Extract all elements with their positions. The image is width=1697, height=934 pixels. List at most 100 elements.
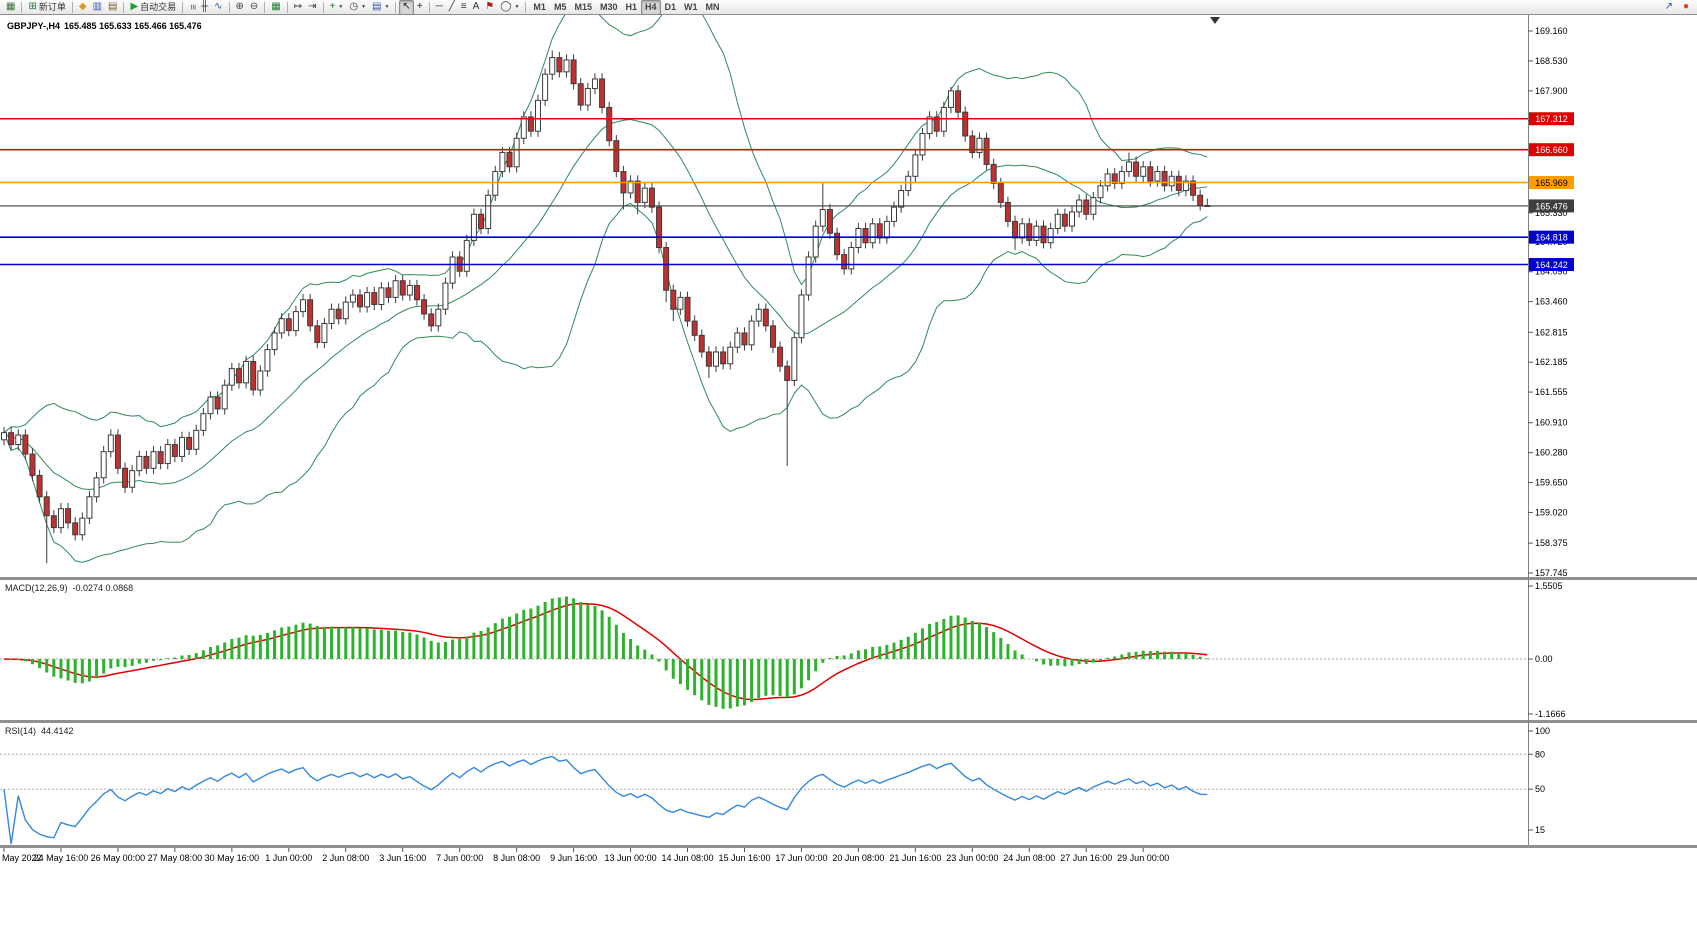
price-tag-167.312: [1529, 112, 1574, 126]
rsi-name: RSI(14): [5, 726, 37, 736]
trendline-button[interactable]: ╱: [446, 0, 458, 15]
data-window-button[interactable]: ▤: [105, 0, 120, 15]
cursor-button[interactable]: ↖: [399, 0, 414, 15]
main-toolbar: ▦ ⊞ 新订单 ◆ ▥ ▤ ▶ 自动交易 ≡ ╫ ∿ ⊕ ⊖ ▦ ↦ ⇥ + ▼ ◷ ▼ ▤ ▼ ↖ + ─ ╱ ≡ A ⚑ ◯ ▼ M1 M5…: [0, 0, 1697, 15]
price-tick-label: 158.375: [1535, 538, 1568, 548]
time-tick-label: 8 Jun 08:00: [493, 853, 540, 863]
autotrading-button[interactable]: ▶ 自动交易: [127, 0, 179, 15]
trendline-icon: ╱: [448, 1, 455, 12]
timeframe-h4-button[interactable]: H4: [641, 0, 661, 15]
toolbar-separator: [286, 1, 288, 13]
macd-name: MACD(12,26,9): [5, 583, 68, 593]
line-chart-button[interactable]: ∿: [211, 0, 225, 15]
toolbar-separator: [322, 1, 324, 13]
new-order-button[interactable]: ⊞ 新订单: [25, 0, 68, 15]
candles-layer: [1, 50, 1211, 564]
rsi-axis-label: 100: [1535, 726, 1550, 736]
toolbar-separator: [525, 1, 527, 13]
price-tag-text: 165.969: [1535, 178, 1568, 188]
timeframe-mn-button[interactable]: MN: [705, 1, 720, 12]
price-tag-text: 167.312: [1535, 114, 1568, 124]
rsi-line: [3, 755, 1208, 845]
template-icon: ▤: [372, 1, 382, 12]
zoom-out-button[interactable]: ⊖: [247, 0, 261, 15]
status-dot-icon: ●: [1682, 1, 1689, 12]
new-chart-button[interactable]: ▦: [3, 0, 18, 15]
ellipse-icon: ◯: [500, 1, 512, 12]
zoom-out-icon: ⊖: [249, 1, 259, 12]
panel-splitter[interactable]: [0, 720, 1697, 723]
fibonacci-icon: ≡: [460, 1, 467, 12]
zoom-in-icon: ⊕: [235, 1, 244, 12]
auto-scroll-button[interactable]: ↦: [291, 0, 305, 15]
periods-button[interactable]: ◷ ▼: [346, 0, 369, 15]
toolbar-separator: [395, 1, 397, 13]
panel-separators[interactable]: [0, 577, 1697, 848]
bar-chart-button[interactable]: ≡: [186, 0, 198, 15]
price-tag-text: 164.242: [1535, 260, 1568, 270]
crosshair-button[interactable]: +: [414, 0, 426, 15]
time-tick-label: 14 Jun 08:00: [661, 853, 713, 863]
price-tag-text: 165.476: [1535, 201, 1568, 211]
price-tick-label: 165.330: [1535, 208, 1568, 218]
level-lines[interactable]: [0, 117, 1528, 266]
timeframe-m30-button[interactable]: M30: [599, 1, 618, 12]
cursor-arrow-icon: ↗: [1664, 1, 1673, 12]
price-tag-166.660: [1529, 143, 1574, 157]
fibonacci-button[interactable]: ≡: [458, 0, 470, 15]
price-tags: 167.312 166.660 165.969 165.476 164.818 164.2…: [1529, 112, 1574, 272]
autotrading-button-label: 自动交易: [140, 1, 177, 12]
price-tick-label: 157.745: [1535, 568, 1568, 578]
timeframe-m5-button[interactable]: M5: [553, 1, 567, 12]
macd-panel: 1.5505 0.00 -1.1666: [0, 581, 1566, 719]
text-button[interactable]: A: [470, 0, 483, 15]
templates-button[interactable]: ▤ ▼: [369, 0, 392, 15]
timeframe-m15-button[interactable]: M15: [574, 1, 592, 12]
horizontal-line-button[interactable]: ─: [433, 0, 446, 15]
indicators-button[interactable]: + ▼: [327, 0, 347, 15]
toolbar-separator: [123, 1, 125, 13]
chart-title: GBPJPY-,H4 165.485 165.633 165.466 165.47…: [7, 21, 206, 31]
panel-splitter[interactable]: [0, 577, 1697, 580]
time-tick-label: 7 Jun 00:00: [436, 853, 483, 863]
metaeditor-button[interactable]: ◆: [76, 0, 90, 15]
zoom-in-button[interactable]: ⊕: [233, 0, 247, 15]
time-tick-label: 17 Jun 00:00: [775, 853, 827, 863]
candlestick-button[interactable]: ╫: [198, 0, 211, 15]
chart-shift-icon: ⇥: [308, 1, 317, 12]
timeframe-m1-button[interactable]: M1: [533, 1, 546, 12]
time-tick-label: 23 Jun 00:00: [946, 853, 998, 863]
pointer-tool-button[interactable]: ↗: [1662, 0, 1676, 15]
market-watch-button[interactable]: ▥: [90, 0, 105, 15]
bollinger-bands: [3, 0, 1208, 563]
new-order-button-label: 新订单: [38, 1, 66, 12]
shapes-button[interactable]: ◯ ▼: [497, 0, 522, 15]
time-tick-label: 9 Jun 16:00: [550, 853, 597, 863]
time-tick-label: 2 Jun 08:00: [322, 853, 369, 863]
panel-splitter[interactable]: [0, 845, 1697, 848]
clock-icon: ◷: [349, 1, 359, 12]
toolbar-right-icons: ↗ ●: [1662, 0, 1694, 15]
chart-shift-button[interactable]: ⇥: [305, 0, 319, 15]
time-tick-label: 30 May 16:00: [205, 853, 260, 863]
strategy-tester-button[interactable]: ▦: [268, 0, 283, 15]
flag-icon: ⚑: [485, 1, 495, 12]
connection-status[interactable]: ●: [1680, 0, 1692, 15]
timeframe-d1-button[interactable]: D1: [664, 1, 677, 12]
time-tick-label: 3 Jun 16:00: [379, 853, 426, 863]
toolbar-separator: [182, 1, 184, 13]
line-chart-icon: ∿: [214, 1, 223, 12]
price-tick-label: 167.900: [1535, 86, 1568, 96]
macd-histogram: [9, 596, 1209, 709]
price-axis[interactable]: 169.160168.530167.900167.270166.640166.0…: [1528, 26, 1568, 578]
timeframe-h1-button[interactable]: H1: [625, 1, 637, 12]
grid-icon: ▦: [271, 1, 281, 12]
time-tick-label: 26 May 00:00: [91, 853, 146, 863]
timeframe-w1-button[interactable]: W1: [684, 1, 698, 12]
price-tick-label: 160.910: [1535, 418, 1568, 428]
scroll-to-end-marker[interactable]: [1210, 17, 1220, 24]
toolbar-separator: [228, 1, 230, 13]
arrows-button[interactable]: ⚑: [482, 0, 497, 15]
